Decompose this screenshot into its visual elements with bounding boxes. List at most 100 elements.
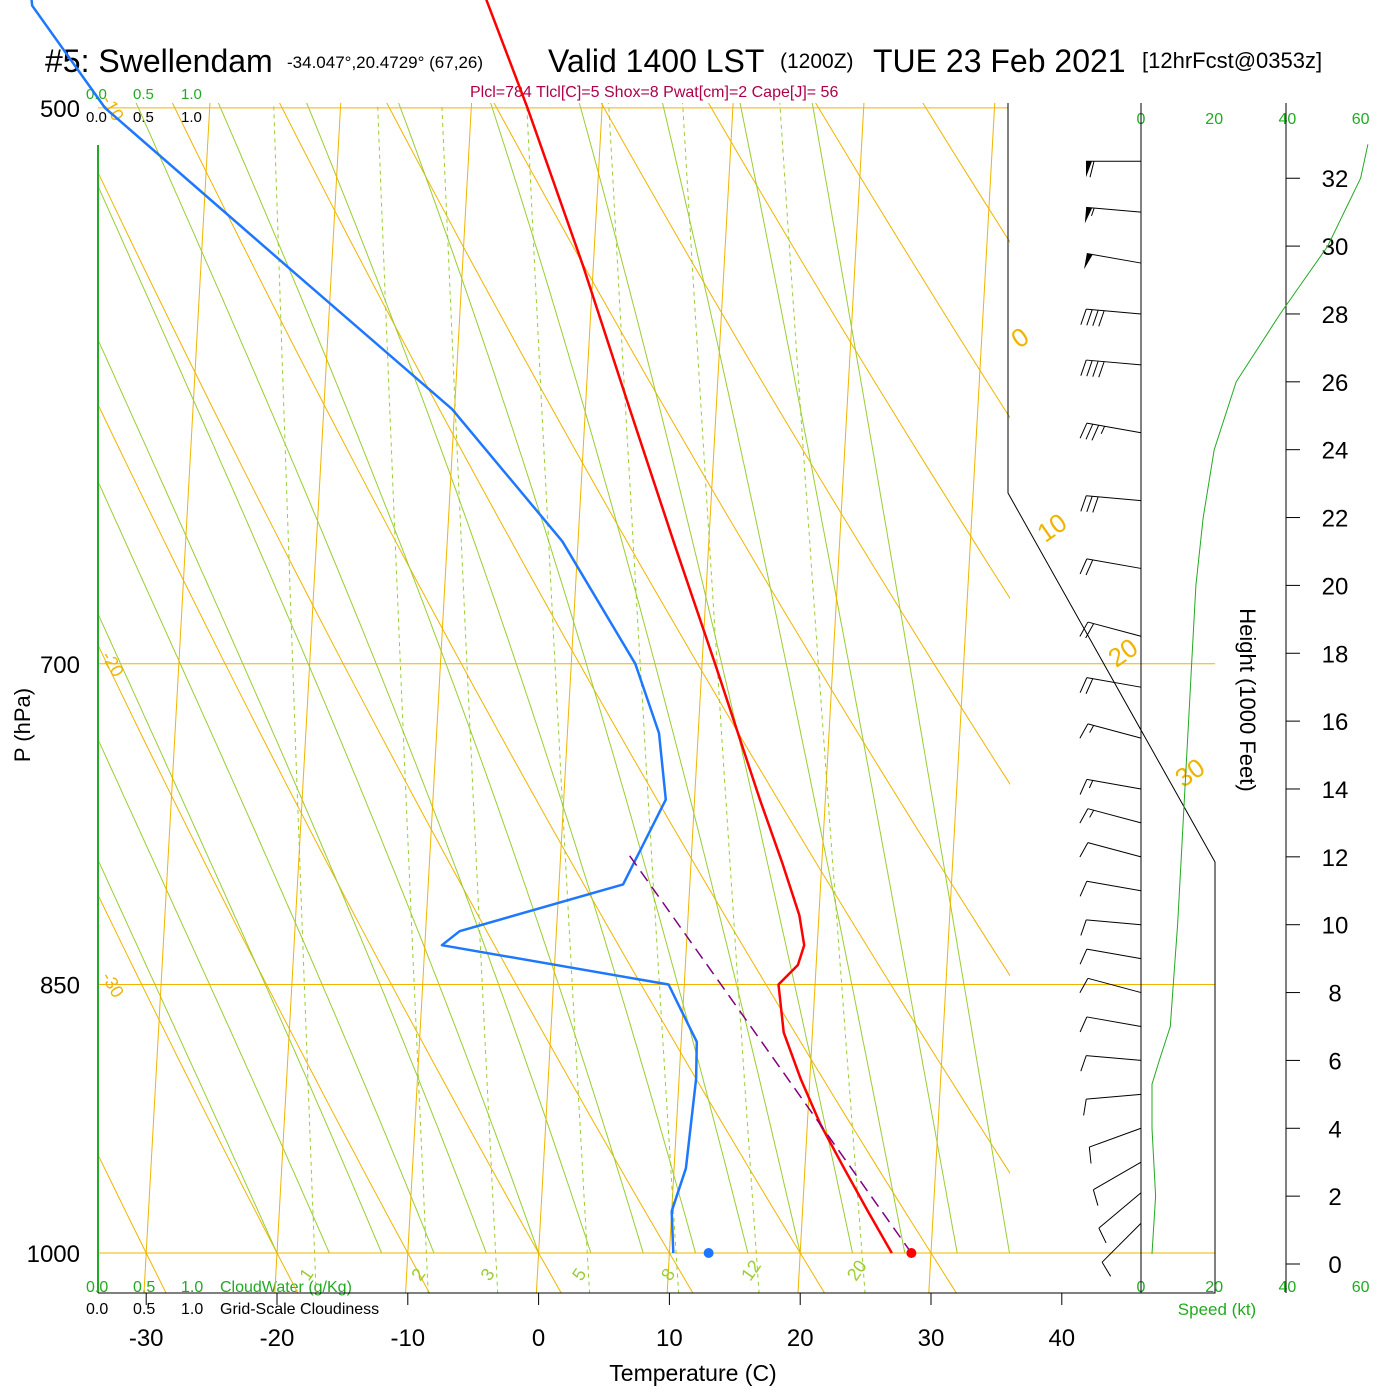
moist-adiabat-line xyxy=(661,103,906,1254)
wind-barb xyxy=(1098,1192,1142,1244)
wind-barb-staff xyxy=(1086,880,1142,892)
pressure-tick-label: 700 xyxy=(40,652,80,679)
moist-adiabat-line xyxy=(490,103,801,1254)
wind-barb-half-flag xyxy=(1089,809,1095,818)
moist-adiabat-line xyxy=(739,103,958,1254)
cloudiness-tick: 0.0 xyxy=(86,109,107,126)
wind-barb-staff xyxy=(1087,621,1142,637)
wind-barb-half-flag xyxy=(1088,780,1094,789)
dry-adiabat-line xyxy=(279,103,957,1293)
isotherms xyxy=(143,103,996,1293)
wind-barb-flag xyxy=(1080,919,1087,936)
dry-adiabat-line xyxy=(691,0,1400,1380)
wind-barb-flag xyxy=(1085,424,1094,440)
wind-barb-flag xyxy=(1101,1261,1112,1277)
temperature-tick-label: 40 xyxy=(1048,1325,1075,1352)
wind-barb-half-flag xyxy=(1100,426,1106,435)
height-tick-label: 14 xyxy=(1322,777,1349,804)
mixing-ratio-line xyxy=(377,103,429,1293)
wind-barb-flag xyxy=(1080,495,1087,512)
dry-adiabat-label: 0 xyxy=(1005,321,1034,354)
pressure-tick-label: 500 xyxy=(40,96,80,123)
plot-frame xyxy=(98,103,1216,1294)
isotherm-line xyxy=(274,103,342,1293)
wind-barb-pennant xyxy=(1084,253,1093,270)
isotherm-line xyxy=(143,103,211,1293)
wind-barb-flag xyxy=(1080,309,1087,325)
moist-adiabat-line xyxy=(306,103,697,1254)
wind-barb xyxy=(1079,808,1142,824)
wind-barb-flag xyxy=(1079,1016,1088,1033)
wind-barb xyxy=(1080,308,1142,327)
wind-barb-flag xyxy=(1085,623,1095,639)
mixing-ratio-label: 20 xyxy=(843,1256,871,1284)
wind-barb xyxy=(1079,677,1142,694)
wind-barb xyxy=(1079,1016,1142,1033)
wind-barb-flag xyxy=(1085,559,1094,576)
wind-barb-pennant xyxy=(1084,207,1093,224)
wind-barb xyxy=(1080,919,1142,936)
wind-barb-flag xyxy=(1085,678,1094,694)
wind-speed-profile xyxy=(1151,144,1369,1254)
isotherm-line xyxy=(535,103,603,1293)
mixing-ratio-label: 8 xyxy=(657,1265,679,1285)
isotherm-line xyxy=(797,103,865,1293)
cloudiness-tick: 1.0 xyxy=(181,1301,203,1318)
surface-dewpoint-marker xyxy=(703,1248,714,1258)
wind-barb xyxy=(1079,778,1142,795)
dry-adiabat-line xyxy=(922,103,1010,244)
speed-tick-label: 20 xyxy=(1205,1279,1223,1296)
cloudwater-tick: 0.5 xyxy=(133,86,154,103)
wind-barb-half-flag xyxy=(1091,207,1095,217)
speed-tick-label: 60 xyxy=(1352,111,1370,128)
wind-barb xyxy=(1079,880,1142,897)
dry-adiabat-label: 10 xyxy=(1031,507,1072,548)
wind-barb-staff xyxy=(1086,558,1142,569)
wind-barb-flag xyxy=(1079,422,1088,439)
height-tick-label: 24 xyxy=(1322,438,1349,465)
temperature-tick-label: 20 xyxy=(787,1325,814,1352)
wind-barb-staff xyxy=(1101,1222,1142,1263)
wind-barb-flag xyxy=(1079,723,1089,739)
wind-barb-staff xyxy=(1086,677,1142,688)
height-tick-label: 20 xyxy=(1322,573,1349,600)
dry-adiabat-line xyxy=(386,103,1010,1175)
zulu-time: (1200Z) xyxy=(780,50,854,73)
wind-barb-staff xyxy=(1087,808,1142,824)
wind-barb xyxy=(1080,1055,1142,1072)
height-tick-label: 2 xyxy=(1328,1184,1341,1211)
height-tick-label: 30 xyxy=(1322,234,1349,261)
wind-barb xyxy=(1079,422,1142,441)
wind-barb xyxy=(1079,977,1142,994)
wind-barb-staff xyxy=(1086,422,1142,434)
wind-barb xyxy=(1083,1093,1142,1116)
wind-barb-flag xyxy=(1092,496,1099,513)
wind-barb-flag xyxy=(1092,360,1099,377)
mixing-ratio-line xyxy=(682,103,760,1293)
isotherm-line xyxy=(666,103,734,1293)
isobars xyxy=(98,107,1215,1254)
dry-adiabat-line xyxy=(98,403,562,1293)
dewpoint-profile xyxy=(30,0,699,1254)
cloudiness-tick: 0.5 xyxy=(133,1301,155,1318)
wind-barb-half-flag xyxy=(1089,725,1095,733)
height-tick-label: 4 xyxy=(1328,1116,1341,1143)
speed-tick-label: 20 xyxy=(1205,111,1223,128)
wind-barb-staff xyxy=(1086,1093,1142,1100)
moist-adiabat-line xyxy=(98,858,278,1254)
pressure-tick-label: 1000 xyxy=(27,1241,80,1268)
mixing-ratio-label: 5 xyxy=(568,1265,590,1285)
valid-time: Valid 1400 LST xyxy=(548,43,764,79)
temperature-tick-label: -20 xyxy=(260,1325,295,1352)
wind-barb-flag xyxy=(1086,360,1093,377)
temperature-tick-label: -10 xyxy=(390,1325,425,1352)
wind-barb-flag xyxy=(1083,1099,1087,1116)
wind-barb-flag xyxy=(1088,1147,1092,1164)
wind-barb-staff xyxy=(1086,778,1142,790)
cloudiness-label: Grid-Scale Cloudiness xyxy=(220,1301,379,1318)
cloudwater-label: CloudWater (g/Kg) xyxy=(220,1279,352,1296)
wind-barb-staff xyxy=(1086,919,1142,926)
